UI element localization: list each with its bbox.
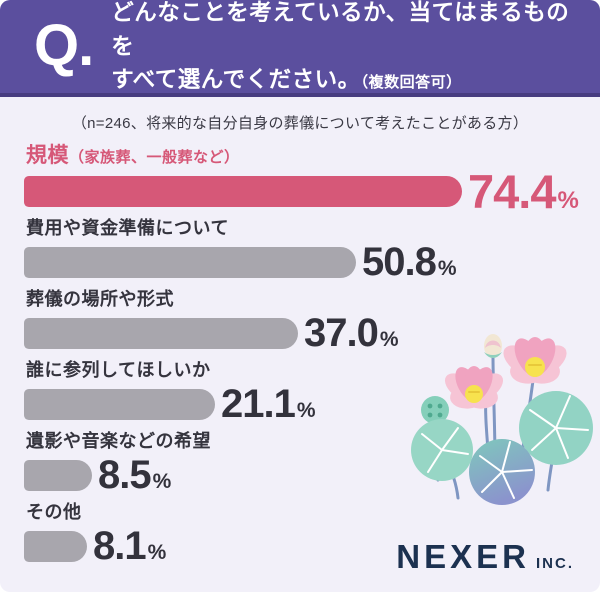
- lotus-flower-left: [444, 366, 504, 409]
- bar-value: 37.0%: [304, 311, 399, 355]
- bar-row-scale: 規模（家族葬、一般葬など） 74.4%: [24, 144, 600, 215]
- bar-label: 費用や資金準備について: [26, 218, 229, 238]
- bar-cost: [24, 246, 356, 278]
- question-header: Q. どんなことを考えているか、当てはまるものを すべて選んでください。（複数回…: [0, 0, 600, 97]
- lotus-leaf-left: [411, 419, 473, 481]
- question-note: （複数回答可）: [360, 74, 462, 92]
- bar-label: 葬儀の場所や形式: [26, 289, 174, 309]
- bar-value: 50.8%: [362, 240, 457, 284]
- logo-suffix: INC.: [536, 555, 574, 572]
- bar-value: 74.4%: [468, 164, 579, 218]
- question-line-1: どんなことを考えているか、当てはまるものを: [111, 0, 570, 59]
- q-mark: Q.: [34, 13, 94, 79]
- sample-size-note: （n=246、将来的な自分自身の葬儀について考えたことがある方）: [71, 115, 529, 132]
- logo-text: NEXER: [396, 538, 530, 575]
- lotus-flower-right: [503, 337, 567, 384]
- bar-label: 誰に参列してほしいか: [26, 360, 211, 380]
- bar-row-attendees: 誰に参列してほしいか 21.1%: [24, 359, 600, 426]
- bar-place: [24, 317, 298, 349]
- bar-row-other: その他 8.1%: [24, 501, 600, 568]
- lotus-flower-illustration: [398, 330, 594, 511]
- bar-value: 21.1%: [221, 382, 316, 426]
- bar-label: その他: [26, 502, 82, 522]
- bar-label: 遺影や音楽などの希望: [26, 431, 211, 451]
- seed-pod: [421, 396, 449, 424]
- lotus-bud: [484, 334, 502, 358]
- bar-value: 8.1%: [93, 524, 167, 568]
- question-line-2: すべて選んでください。（複数回答可）: [111, 67, 462, 93]
- bar-chart: 規模（家族葬、一般葬など） 74.4% 費用や資金準備について 50.8% 葬儀…: [24, 144, 600, 568]
- bar-other: [24, 530, 87, 562]
- bar-portrait-music: [24, 459, 92, 491]
- bar-value: 8.5%: [98, 453, 172, 497]
- question-text: どんなことを考えているか、当てはまるものを すべて選んでください。（複数回答可）: [111, 0, 582, 97]
- nexer-logo: NEXER INC.: [396, 538, 574, 576]
- bar-row-portrait-music: 遺影や音楽などの希望 8.5%: [24, 430, 600, 497]
- lotus-leaf-bottom: [469, 439, 535, 505]
- bar-row-place: 葬儀の場所や形式 37.0%: [24, 288, 600, 355]
- bar-row-cost: 費用や資金準備について 50.8%: [24, 217, 600, 284]
- bar-attendees: [24, 388, 215, 420]
- lotus-leaf-right: [519, 391, 593, 465]
- bar-label: 規模（家族葬、一般葬など）: [26, 144, 240, 167]
- bar-scale: [24, 175, 462, 207]
